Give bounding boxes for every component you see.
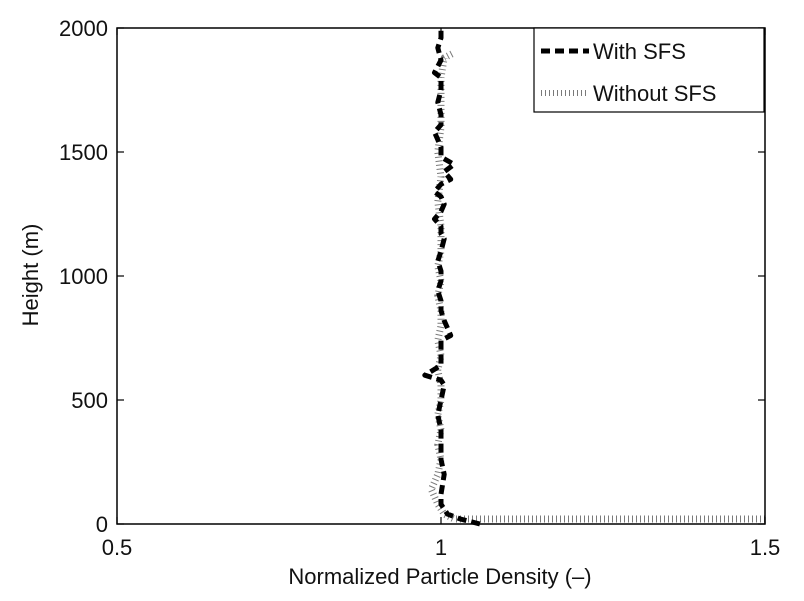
x-tick-label: 1.5 [750,535,781,560]
y-tick-label: 2000 [59,16,108,41]
y-tick-label: 1500 [59,140,108,165]
x-tick-label: 1 [435,535,447,560]
x-tick-label: 0.5 [102,535,133,560]
y-tick-label: 0 [96,512,108,537]
y-tick-label: 1000 [59,264,108,289]
y-tick-label: 500 [71,388,108,413]
x-axis-label: Normalized Particle Density (–) [288,564,591,589]
y-axis-label: Height (m) [18,224,43,327]
legend-label-without-sfs: Without SFS [593,81,716,106]
legend: With SFS Without SFS [533,27,765,113]
legend-box [533,27,765,113]
series-line-without-sfs [427,49,765,523]
series-line-with-sfs [422,28,481,527]
legend-label-with-sfs: With SFS [593,39,686,64]
axis-ticks: 0.5 1 1.5 0 500 1000 1500 2000 [59,16,780,560]
